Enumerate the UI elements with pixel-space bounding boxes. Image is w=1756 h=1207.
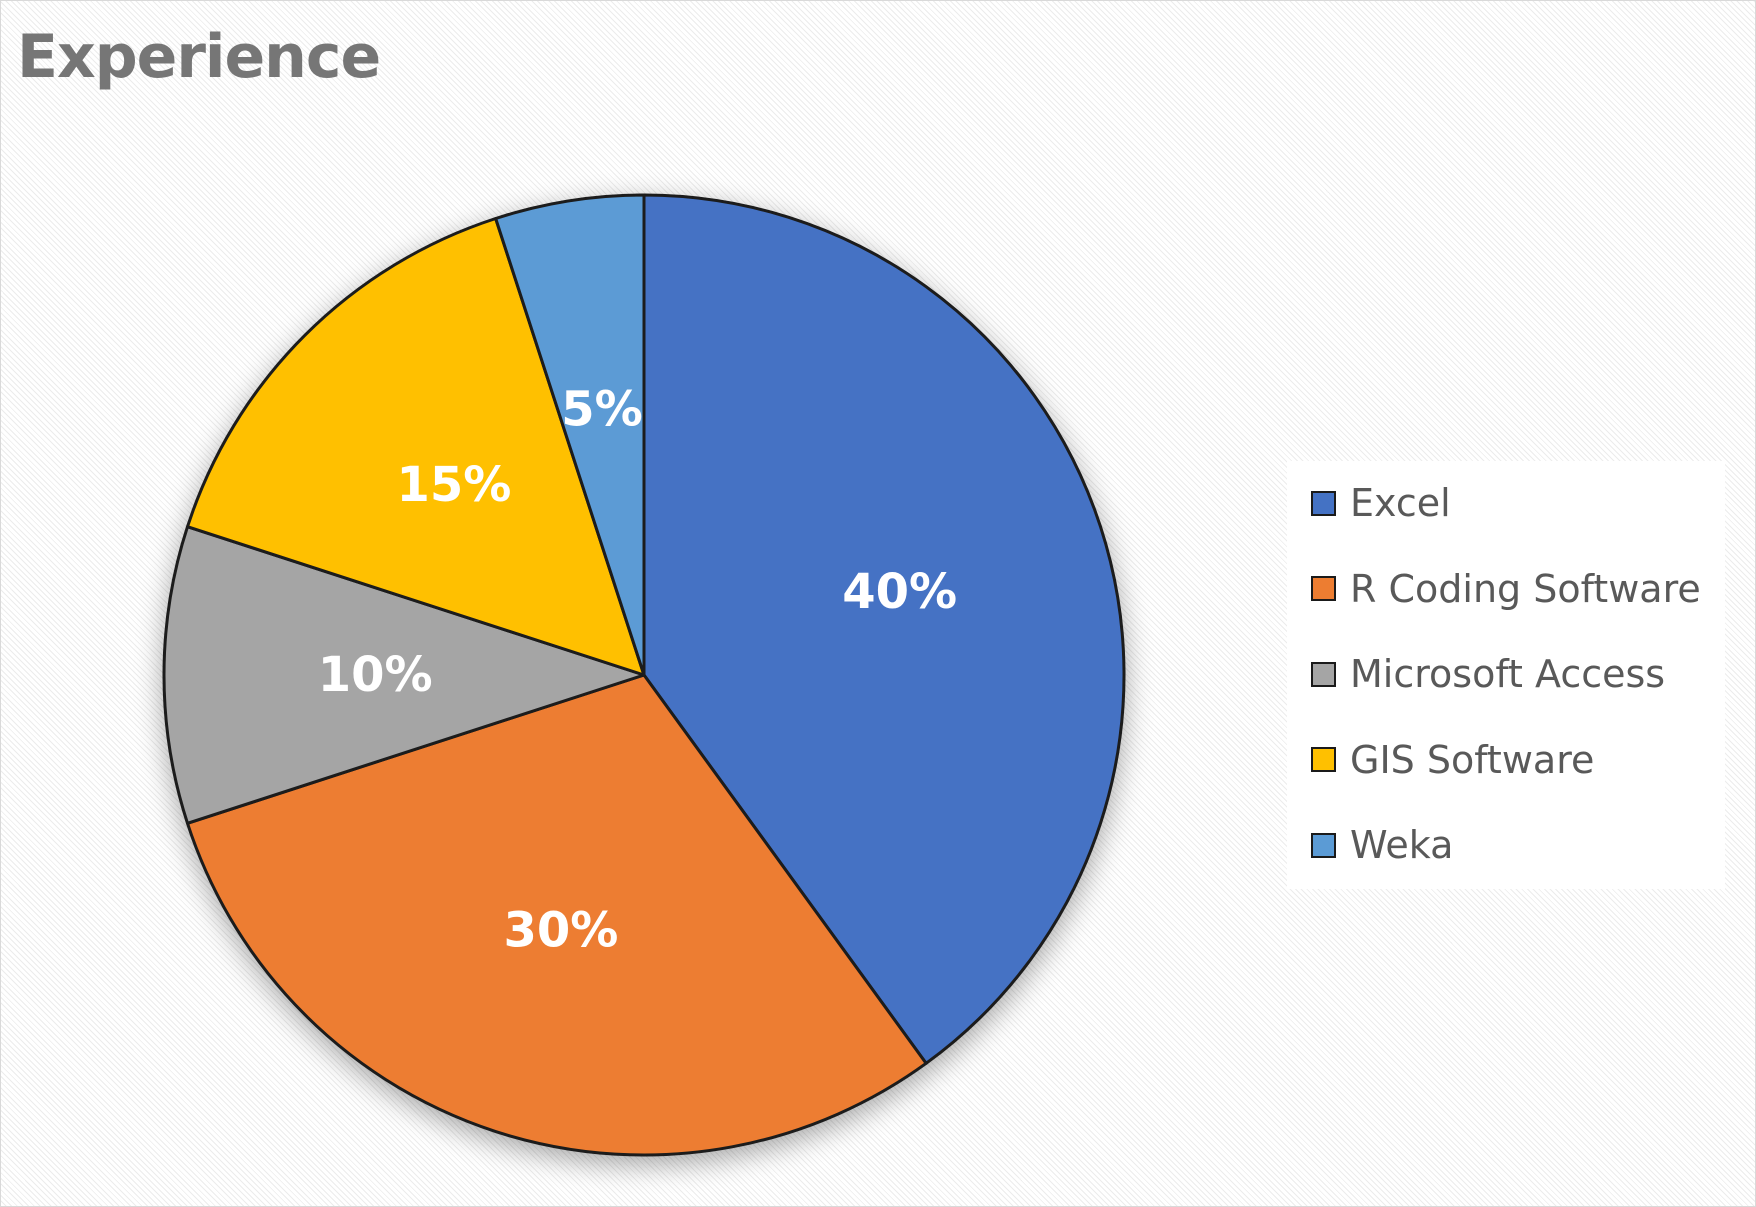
legend-label-microsoft-access: Microsoft Access: [1350, 652, 1666, 696]
pie-slices: [162, 193, 1126, 1157]
legend-label-weka: Weka: [1350, 823, 1454, 867]
data-label-weka: 5%: [561, 382, 643, 438]
legend-item-gis-software: GIS Software: [1311, 735, 1594, 785]
data-label-gis-software: 15%: [396, 457, 511, 513]
legend-swatch-excel: [1311, 490, 1336, 516]
pie-slice-weka: [494, 193, 646, 677]
legend-item-excel: Excel: [1311, 478, 1451, 528]
legend-swatch-gis-software: [1311, 747, 1336, 772]
legend-label-r-coding-software: R Coding Software: [1350, 566, 1701, 611]
pie-slice-microsoft-access: [162, 525, 646, 825]
legend-item-r-coding-software: R Coding Software: [1311, 564, 1701, 614]
legend-swatch-microsoft-access: [1311, 661, 1336, 687]
pie-slice-r-coding-software: [185, 673, 928, 1157]
data-label-microsoft-access: 10%: [318, 647, 433, 703]
pie-slice-gis-software: [185, 216, 646, 677]
legend-label-gis-software: GIS Software: [1350, 737, 1595, 782]
legend-swatch-r-coding-software: [1311, 576, 1336, 601]
legend-item-weka: Weka: [1311, 820, 1453, 870]
pie-data-labels: 40% 30% 10% 15% 5%: [318, 382, 957, 959]
legend-label-excel: Excel: [1350, 481, 1451, 525]
pie-slice-excel: [642, 193, 1126, 1065]
legend: Excel R Coding Software Microsoft Access GI…: [1287, 461, 1725, 889]
data-label-r-coding-software: 30%: [503, 903, 618, 959]
legend-item-microsoft-access: Microsoft Access: [1311, 649, 1665, 699]
legend-swatch-weka: [1311, 832, 1336, 858]
data-label-excel: 40%: [842, 564, 957, 620]
chart-title: Experience: [17, 22, 381, 92]
